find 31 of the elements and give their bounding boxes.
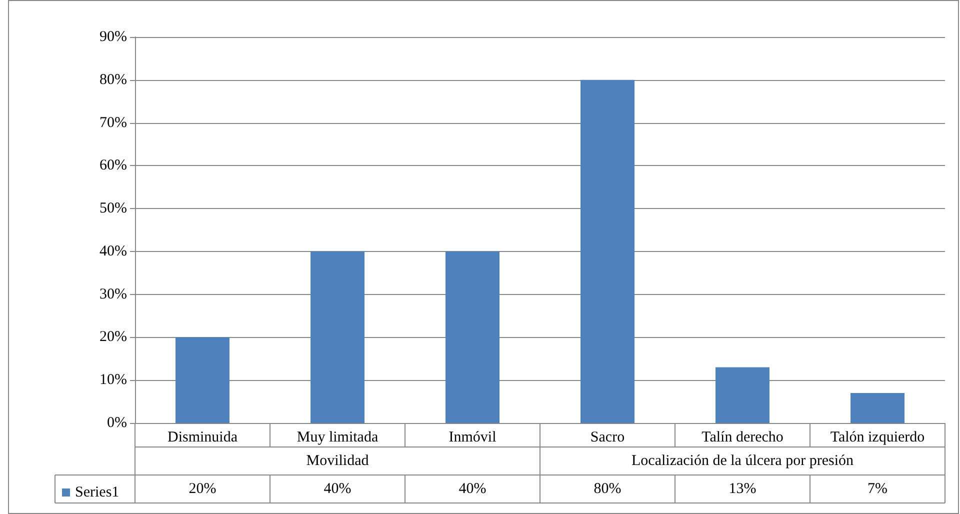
bar [580,80,634,423]
data-label: 80% [594,481,622,497]
data-label: 20% [188,481,216,497]
y-tick-label: 80% [100,72,127,88]
data-label: 40% [324,481,352,497]
legend-label: Series1 [75,484,120,500]
y-tick-label: 30% [100,286,127,302]
x-tick-label: Talín derecho [702,430,784,446]
data-label: 13% [728,481,756,497]
y-tick-label: 50% [100,200,127,217]
bar [176,337,230,423]
x-tick-label: Talón izquierdo [830,430,925,446]
y-tick-label: 0% [107,415,127,431]
bar [716,367,770,423]
bar [446,251,500,423]
text: Localización de la úlcera por presión [632,453,854,469]
data-label: 40% [458,481,486,497]
y-tick-label: 40% [100,243,127,260]
x-tick-label: Sacro [590,430,625,446]
x-tick-label: Inmóvil [448,430,496,446]
data-label: 7% [868,481,888,497]
y-tick-label: 20% [100,329,127,346]
text: Movilidad [306,453,370,469]
y-tick-label: 70% [100,114,127,131]
x-tick-label: Disminuida [168,430,238,446]
y-tick-label: 60% [100,158,127,174]
bar [310,251,364,423]
y-tick-label: 10% [100,372,127,388]
y-tick-label: 90% [100,29,127,45]
x-tick-label: Muy limitada [296,430,378,446]
bar [850,392,904,423]
